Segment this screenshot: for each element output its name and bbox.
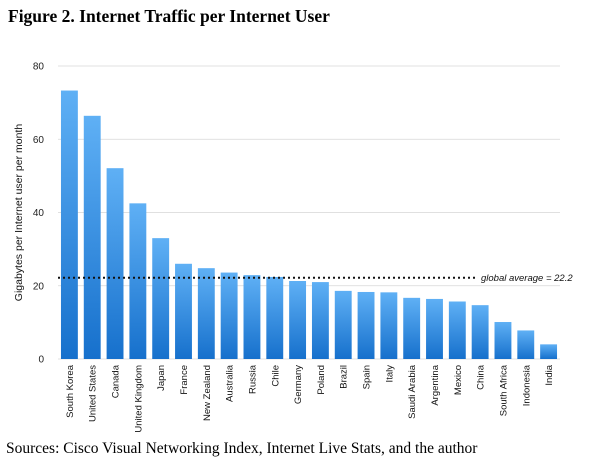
x-category-label: Argentina <box>430 364 441 405</box>
x-category-label: India <box>544 364 555 385</box>
x-category-label: Poland <box>316 365 327 395</box>
bar <box>60 90 78 359</box>
x-category-label: United States <box>88 365 99 422</box>
x-category-label: China <box>476 364 487 390</box>
x-category-label: Brazil <box>339 365 350 389</box>
x-category-label: Mexico <box>453 365 464 395</box>
bar <box>334 290 352 359</box>
x-category-label: France <box>179 365 190 395</box>
bar-chart: 0 20 40 60 80 Gigabytes per Internet user pe… <box>13 62 573 433</box>
bar <box>494 322 512 359</box>
bar <box>517 330 535 359</box>
bar <box>289 280 307 359</box>
x-category-label: Australia <box>225 364 236 402</box>
x-category-label: Japan <box>156 365 167 391</box>
x-category-label: New Zealand <box>202 365 213 421</box>
y-axis-label: Gigabytes per Internet user per month <box>13 124 25 302</box>
bar <box>220 272 238 359</box>
bar <box>403 297 421 359</box>
bar <box>540 344 558 359</box>
x-category-label: Germany <box>293 365 304 404</box>
x-category-label: South Korea <box>65 364 76 418</box>
x-category-label: Italy <box>384 365 395 383</box>
x-category-label: Saudi Arabia <box>407 364 418 419</box>
bar <box>380 292 398 359</box>
x-category-label: South Africa <box>498 364 509 416</box>
bar <box>175 263 192 359</box>
y-tick-label: 40 <box>33 208 45 219</box>
y-tick-label: 60 <box>33 135 45 146</box>
x-category-label: Russia <box>247 364 258 394</box>
y-tick-label: 20 <box>33 281 45 292</box>
global-average-label: global average = 22.2 <box>481 273 573 284</box>
bar <box>106 168 124 359</box>
x-category-label: Spain <box>362 365 373 389</box>
bar <box>266 276 284 359</box>
bar <box>448 301 466 359</box>
bar <box>83 115 101 359</box>
x-axis-categories: South Korea United States Canada United Kin… <box>65 364 555 432</box>
bar <box>152 238 170 359</box>
x-category-label: United Kingdom <box>133 365 144 433</box>
y-axis-ticks: 0 20 40 60 80 <box>33 62 45 366</box>
figure-title: Figure 2. Internet Traffic per Internet … <box>8 6 330 26</box>
bar <box>357 291 375 359</box>
bar <box>426 298 443 359</box>
bar <box>197 268 215 359</box>
bar <box>243 275 261 359</box>
y-tick-label: 0 <box>38 355 44 366</box>
bar <box>129 203 147 359</box>
bars <box>60 90 558 359</box>
y-tick-label: 80 <box>33 62 45 73</box>
x-category-label: Canada <box>111 364 122 398</box>
bar <box>311 282 329 359</box>
source-note: Sources: Cisco Visual Networking Index, … <box>6 440 478 457</box>
x-category-label: Indonesia <box>521 364 532 406</box>
bar <box>471 305 489 359</box>
x-category-label: Chile <box>270 365 281 387</box>
